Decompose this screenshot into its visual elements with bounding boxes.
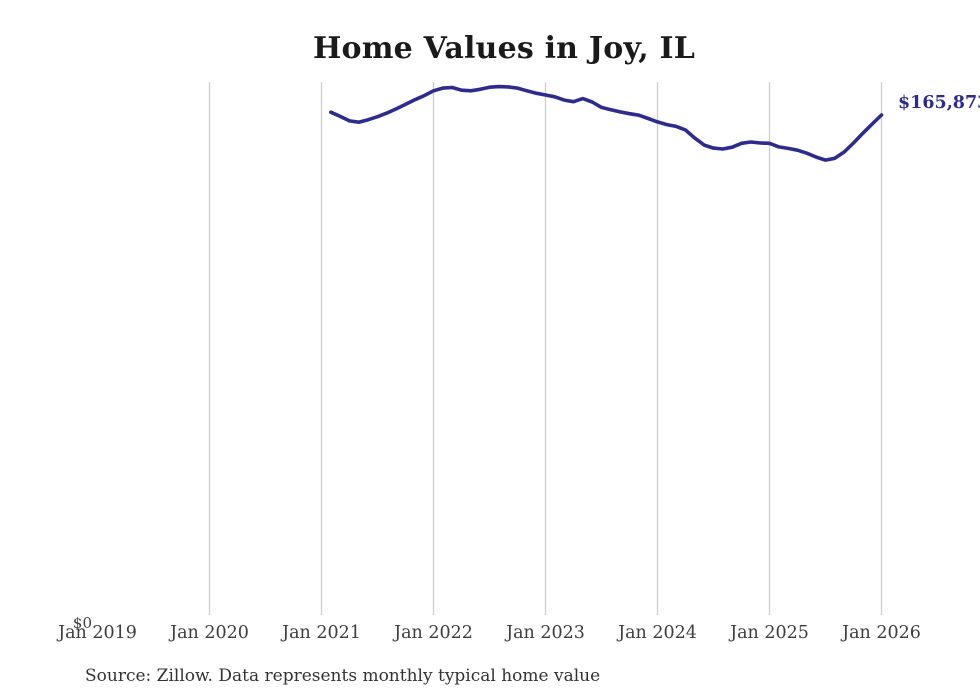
x-axis-label-jan-2022: Jan 2022 (394, 623, 473, 643)
latest-value-label: $165,873 (898, 93, 980, 113)
source-note: Source: Zillow. Data represents monthly … (85, 666, 601, 686)
x-axis-label-jan-2023: Jan 2023 (506, 623, 585, 643)
x-axis-label-jan-2026: Jan 2026 (842, 623, 921, 643)
y-axis-zero-label: $0 (72, 614, 92, 632)
x-axis-label-jan-2024: Jan 2024 (618, 623, 697, 643)
x-axis-label-jan-2025: Jan 2025 (730, 623, 809, 643)
home-value-line (328, 84, 884, 162)
year-gridlines (208, 82, 883, 615)
x-axis-label-jan-2020: Jan 2020 (170, 623, 249, 643)
chart-title: Home Values in Joy, IL (312, 31, 696, 66)
x-axis-label-jan-2019: Jan 2019 (58, 623, 137, 643)
x-axis-label-jan-2021: Jan 2021 (282, 623, 361, 643)
